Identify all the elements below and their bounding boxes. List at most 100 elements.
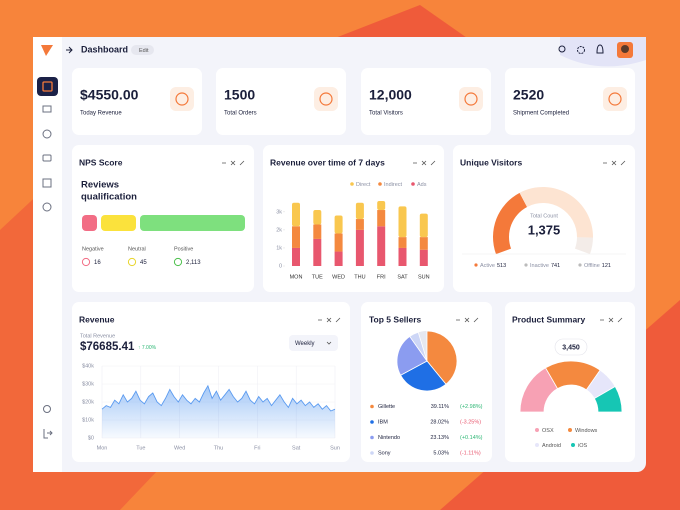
back-arrow[interactable] xyxy=(66,46,73,54)
legend-label: iOS xyxy=(578,443,588,449)
sidebar xyxy=(33,37,62,472)
nav-logout[interactable] xyxy=(43,429,53,439)
legend-label: Windows xyxy=(575,428,598,434)
legend-label: OSX xyxy=(542,428,554,434)
stat-icon-box xyxy=(170,87,194,111)
content: $4550.00 Today Revenue 1500 Total Orders 12,… xyxy=(72,68,635,462)
stat-icon-box xyxy=(459,87,483,111)
nps-bar xyxy=(82,215,97,231)
x-tick-label: Wed xyxy=(174,445,185,451)
card-title: Revenue xyxy=(79,314,115,324)
seller-change: (+2.98%) xyxy=(460,404,483,410)
x-tick-label: FRI xyxy=(377,274,386,280)
bar-segment xyxy=(334,251,343,266)
card-title: Revenue over time of 7 days xyxy=(270,157,385,167)
page-title: Dashboard xyxy=(81,44,128,54)
stat-card xyxy=(505,68,635,135)
nps-face xyxy=(127,257,137,267)
stat-label: Total Orders xyxy=(224,111,257,117)
legend-dot xyxy=(350,182,354,186)
pie-slice xyxy=(400,360,447,392)
nps-heading: qualification xyxy=(81,192,137,203)
bg-shape xyxy=(330,5,470,40)
stat-value: 1500 xyxy=(224,87,255,103)
window-controls xyxy=(456,317,479,323)
legend-label: Android xyxy=(542,443,561,449)
legend-value: 513 xyxy=(497,263,506,269)
legend-label: Offline xyxy=(584,263,600,269)
y-tick-label: $10k xyxy=(82,417,94,423)
seller-change: (-1.11%) xyxy=(460,450,481,456)
y-tick-label: 0 xyxy=(279,263,282,269)
nav-settings[interactable] xyxy=(43,405,51,413)
window-controls xyxy=(413,160,436,166)
nav-table[interactable] xyxy=(42,178,52,188)
y-tick-label: 3k xyxy=(276,209,282,215)
y-tick-label: $40k xyxy=(82,363,94,369)
nps-label: Negative xyxy=(82,246,104,252)
legend-dot xyxy=(571,443,575,447)
legend-label: Ads xyxy=(417,182,427,188)
total-label: Total Revenue xyxy=(80,333,115,339)
bar-segment xyxy=(292,202,300,227)
x-tick-label: Fri xyxy=(254,445,260,451)
card-title: NPS Score xyxy=(79,157,123,167)
area-line xyxy=(101,384,336,412)
stat-value: $4550.00 xyxy=(80,87,139,103)
stat-icon xyxy=(319,92,333,106)
visitors-card xyxy=(453,145,635,292)
stat-icon xyxy=(608,92,622,106)
x-tick-label: THU xyxy=(354,274,365,280)
seller-name: Sony xyxy=(378,450,391,456)
y-tick-label: 2k xyxy=(276,227,282,233)
legend-dot xyxy=(370,451,374,455)
period-select[interactable] xyxy=(289,335,338,351)
nps-face xyxy=(81,257,91,267)
period-label: Weekly xyxy=(295,341,315,347)
bar-segment xyxy=(419,237,428,250)
bar-segment xyxy=(292,247,300,266)
nps-face xyxy=(173,257,183,267)
edit-button[interactable] xyxy=(131,45,154,55)
legend-dot xyxy=(370,435,374,440)
nav-clock[interactable] xyxy=(42,129,52,139)
nav-chart[interactable] xyxy=(42,202,52,212)
nav-mail[interactable] xyxy=(42,105,52,113)
legend-label: Inactive xyxy=(530,263,549,269)
stat-icon xyxy=(175,92,189,106)
bar-segment xyxy=(355,202,364,220)
legend-dot xyxy=(370,420,374,424)
gauge-total: 1,375 xyxy=(528,222,561,237)
nps-bar xyxy=(101,215,136,231)
card-title: Unique Visitors xyxy=(460,157,522,167)
nps-value: 45 xyxy=(140,260,147,266)
window-controls xyxy=(603,160,626,166)
bar-segment xyxy=(313,224,322,239)
nav-dashboard[interactable] xyxy=(37,77,58,96)
bar-segment xyxy=(313,238,322,266)
y-tick-label: 1k xyxy=(276,245,282,251)
bar-segment xyxy=(398,206,407,238)
nav-chat[interactable] xyxy=(42,154,52,162)
bar-segment xyxy=(419,249,428,266)
seller-share: 39.11% xyxy=(431,404,449,410)
card-title: Product Summary xyxy=(512,314,585,324)
nps-heading: Reviews xyxy=(81,180,119,191)
legend-label: Direct xyxy=(356,182,371,188)
search-icon[interactable] xyxy=(558,45,566,53)
chevron xyxy=(326,341,332,345)
legend-dot xyxy=(568,428,572,432)
donut-segment xyxy=(593,385,623,413)
legend-dot xyxy=(535,428,539,432)
stat-value: 2520 xyxy=(513,87,544,103)
x-tick-label: Mon xyxy=(97,445,108,451)
bar-segment xyxy=(377,201,386,211)
bell-icon[interactable] xyxy=(596,44,604,54)
gauge-segment xyxy=(574,237,593,255)
nps-bar xyxy=(140,215,245,231)
stat-value: 12,000 xyxy=(369,87,412,103)
bar-segment xyxy=(334,233,343,252)
settings-icon[interactable] xyxy=(577,46,585,54)
legend-dot xyxy=(370,404,374,409)
avatar-face xyxy=(621,45,629,53)
